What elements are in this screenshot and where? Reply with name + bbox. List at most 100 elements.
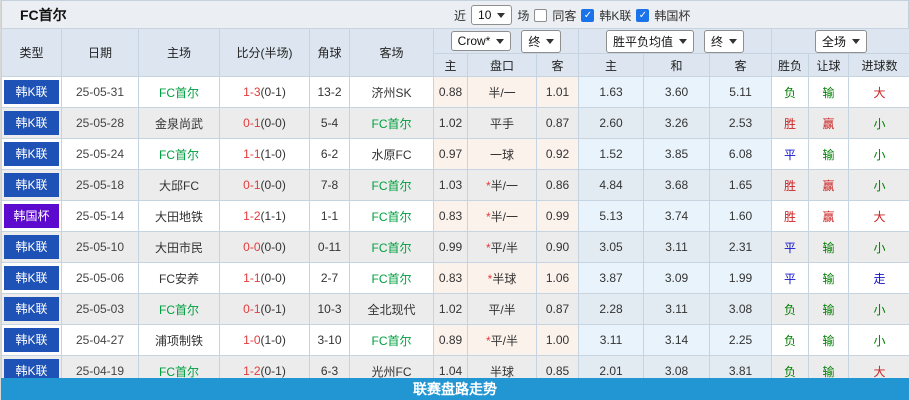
col-euro-away: 客 — [709, 53, 773, 77]
result-cell: 平 — [771, 231, 810, 263]
chevron-down-icon — [546, 38, 555, 44]
title-bar: FC首尔 近 10 场 同客 ✓ 韩K联 ✓ 韩国杯 — [1, 0, 909, 28]
result-cell: 平 — [771, 138, 810, 170]
table-row: 韩K联 25-05-06 FC安养 1-1(0-0) 2-7 FC首尔 0.83… — [1, 262, 909, 294]
fulltime-score: 1-1 — [243, 147, 261, 161]
league-type-cell: 韩K联 — [1, 138, 62, 170]
euro-home-odds-cell: 2.60 — [578, 107, 645, 139]
date-cell: 25-05-31 — [61, 76, 139, 108]
result-cell: 胜 — [771, 169, 810, 201]
goals-result-cell: 小 — [848, 138, 909, 170]
table-row: 韩K联 25-05-24 FC首尔 1-1(1-0) 6-2 水原FC 0.97… — [1, 138, 909, 170]
league-trend-header: 联赛盘路走势 — [1, 378, 909, 400]
bookmaker-stage-select[interactable]: 终 — [521, 29, 562, 53]
halftime-score: (0-0) — [260, 178, 286, 192]
handicap-text: 半/一 — [490, 178, 518, 193]
league-type-badge: 韩K联 — [4, 142, 59, 166]
table-row: 韩K联 25-05-31 FC首尔 1-3(0-1) 13-2 济州SK 0.8… — [1, 76, 909, 108]
cup-checkbox[interactable]: ✓ — [636, 8, 650, 22]
score-cell: 1-1(1-0) — [219, 138, 310, 170]
euro-away-odds-cell: 2.25 — [709, 324, 773, 356]
away-team-cell: FC首尔 — [349, 262, 434, 294]
kleague-checkbox[interactable]: ✓ — [581, 8, 595, 22]
away-team-cell: 水原FC — [349, 138, 434, 170]
score-cell: 1-0(1-0) — [219, 324, 310, 356]
asia-away-odds-cell: 0.92 — [535, 138, 580, 170]
odds-average-select[interactable]: 胜平负均值 — [606, 29, 695, 53]
home-team-cell: 浦项制铁 — [138, 324, 220, 356]
league-type-cell: 韩K联 — [1, 231, 62, 263]
handicap-result-cell: 赢 — [808, 200, 850, 232]
euro-home-odds-cell: 3.87 — [578, 262, 645, 294]
team-title: FC首尔 — [20, 6, 67, 23]
fulltime-score: 1-2 — [243, 364, 261, 378]
halftime-score: (0-0) — [260, 271, 286, 285]
match-count-select[interactable]: 10 — [471, 5, 513, 25]
asia-away-odds-cell: 1.01 — [535, 76, 580, 108]
header-row-selects: 类型 日期 主场 比分(半场) 角球 客场 Crow* 终 胜平负均值 终 — [1, 28, 909, 77]
matches-label: 场 — [517, 8, 530, 23]
col-asia-handicap: 盘口 — [467, 53, 537, 77]
euro-draw-odds-cell: 3.11 — [643, 293, 711, 325]
league-type-cell: 韩K联 — [1, 107, 62, 139]
goals-result-cell: 走 — [848, 262, 909, 294]
halftime-score: (0-0) — [260, 116, 286, 130]
col-euro-draw: 和 — [643, 53, 711, 77]
corner-cell: 13-2 — [309, 76, 350, 108]
halftime-score: (0-1) — [260, 85, 286, 99]
halftime-score: (0-1) — [260, 302, 286, 316]
asia-home-odds-cell: 0.97 — [433, 138, 468, 170]
table-row: 韩K联 25-05-10 大田市民 0-0(0-0) 0-11 FC首尔 0.9… — [1, 231, 909, 263]
euro-away-odds-cell: 2.31 — [709, 231, 773, 263]
same-away-label: 同客 — [552, 8, 577, 23]
fulltime-score: 0-0 — [243, 240, 261, 254]
col-result: 胜负 — [771, 53, 810, 77]
asia-away-odds-cell: 0.87 — [535, 293, 580, 325]
handicap-change-marker: * — [487, 271, 493, 286]
goals-result-cell: 大 — [848, 200, 909, 232]
same-away-checkbox[interactable] — [534, 8, 548, 22]
odds-stage-select[interactable]: 终 — [704, 29, 745, 53]
asia-away-odds-cell: 0.86 — [535, 169, 580, 201]
handicap-text: 半球 — [492, 271, 517, 286]
home-team-cell: FC首尔 — [138, 293, 220, 325]
asia-select-group: Crow* 终 — [432, 28, 580, 54]
col-asia-home: 主 — [433, 53, 468, 77]
result-cell: 平 — [771, 262, 810, 294]
asia-handicap-cell: *平/半 — [467, 324, 537, 356]
league-type-badge: 韩K联 — [4, 266, 59, 290]
league-type-cell: 韩国杯 — [1, 200, 62, 232]
near-label: 近 — [454, 8, 467, 23]
bookmaker-select[interactable]: Crow* — [450, 31, 512, 51]
goals-result-cell: 小 — [848, 169, 909, 201]
result-cell: 胜 — [771, 107, 810, 139]
euro-select-group: 胜平负均值 终 — [578, 28, 773, 54]
date-cell: 25-04-27 — [61, 324, 139, 356]
table-row: 韩国杯 25-05-14 大田地铁 1-2(1-1) 1-1 FC首尔 0.83… — [1, 200, 909, 232]
asia-home-odds-cell: 0.83 — [433, 200, 468, 232]
scope-select[interactable]: 全场 — [815, 29, 868, 53]
col-goals: 进球数 — [848, 53, 909, 77]
handicap-text: 一球 — [489, 147, 514, 162]
euro-away-odds-cell: 2.53 — [709, 107, 773, 139]
asia-handicap-cell: *半球 — [467, 262, 537, 294]
handicap-result-cell: 输 — [808, 231, 850, 263]
goals-result-cell: 小 — [848, 107, 909, 139]
score-cell: 0-1(0-0) — [219, 169, 310, 201]
kleague-label: 韩K联 — [599, 8, 632, 23]
handicap-text: 半/一 — [490, 209, 518, 224]
euro-draw-odds-cell: 3.68 — [643, 169, 711, 201]
cup-label: 韩国杯 — [654, 8, 691, 23]
league-type-cell: 韩K联 — [1, 169, 62, 201]
euro-away-odds-cell: 5.11 — [709, 76, 773, 108]
col-away: 客场 — [349, 28, 434, 77]
euro-home-odds-cell: 3.05 — [578, 231, 645, 263]
euro-draw-odds-cell: 3.26 — [643, 107, 711, 139]
euro-home-odds-cell: 4.84 — [578, 169, 645, 201]
handicap-result-cell: 输 — [808, 262, 850, 294]
corner-cell: 2-7 — [309, 262, 350, 294]
date-cell: 25-05-28 — [61, 107, 139, 139]
asia-home-odds-cell: 0.88 — [433, 76, 468, 108]
away-team-cell: FC首尔 — [349, 169, 434, 201]
goals-result-cell: 小 — [848, 231, 909, 263]
